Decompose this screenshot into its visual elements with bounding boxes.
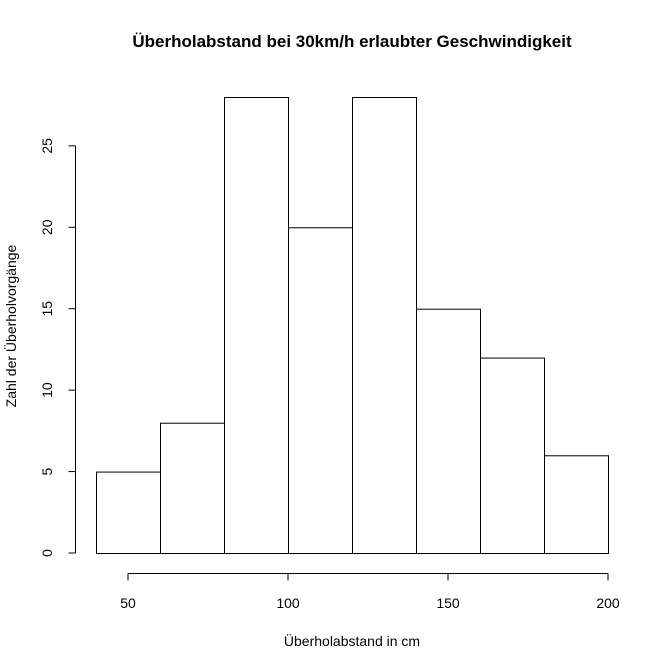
chart-title: Überholabstand bei 30km/h erlaubter Gesc… — [132, 32, 572, 51]
histogram-bar-3 — [288, 227, 353, 555]
y-tick-label: 10 — [39, 382, 55, 398]
x-tick-label: 50 — [120, 595, 136, 611]
x-tick-label: 150 — [436, 595, 460, 611]
y-axis-label: Zahl der Überholvorgänge — [2, 244, 19, 407]
histogram-bar-7 — [544, 455, 609, 554]
histogram-bar-4 — [352, 97, 417, 554]
histogram-bar-5 — [416, 308, 481, 555]
y-tick-label: 15 — [39, 301, 55, 317]
x-axis: 50 100 150 200 — [120, 573, 620, 611]
y-tick-label: 20 — [39, 219, 55, 235]
x-tick-label: 100 — [276, 595, 300, 611]
bars-group — [96, 97, 609, 555]
histogram-bar-2 — [224, 97, 289, 554]
x-axis-label: Überholabstand in cm — [284, 632, 420, 649]
y-tick-label: 5 — [39, 467, 55, 475]
x-tick-label: 200 — [596, 595, 620, 611]
y-axis: 0 5 10 15 20 25 — [39, 138, 76, 557]
histogram-bar-6 — [480, 357, 545, 555]
histogram-bar-0 — [96, 471, 161, 555]
y-tick-label: 25 — [39, 138, 55, 154]
y-tick-label: 0 — [39, 549, 55, 557]
histogram-bar-1 — [160, 422, 225, 555]
